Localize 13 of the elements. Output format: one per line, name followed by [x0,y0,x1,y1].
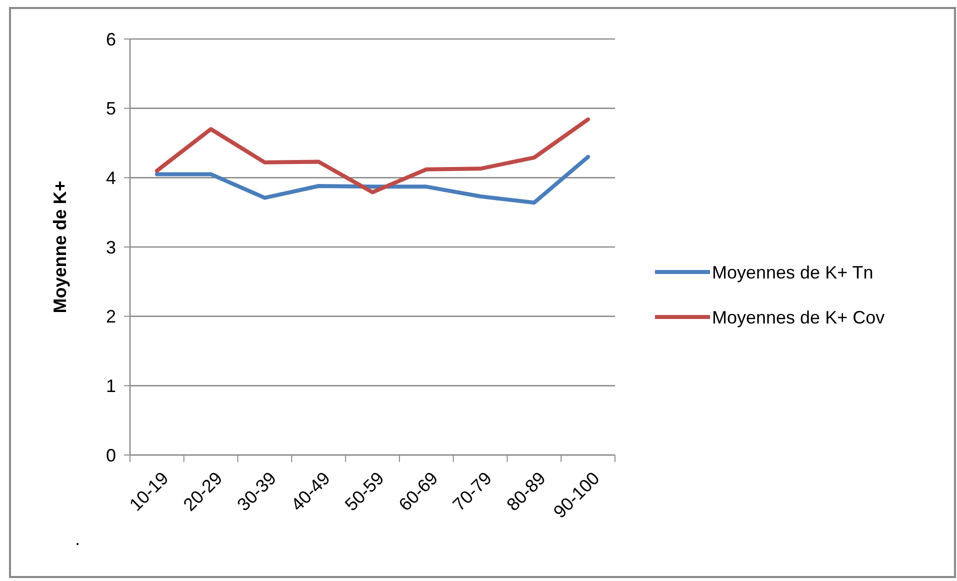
y-tick-label: 6 [106,29,116,50]
line-series [154,117,590,194]
y-tick-label: 1 [106,376,116,396]
legend-label: Moyennes de K+ Cov [712,307,885,328]
y-axis-title: Moyenne de K+ [50,180,70,314]
y-tick-label: 4 [106,168,116,188]
y-tick-label: 0 [106,445,116,466]
y-tick-label: 2 [106,306,116,327]
legend-label: Moyennes de K+ Tn [712,262,874,282]
y-tick-label: 5 [106,98,116,119]
y-tick-label: 3 [106,237,116,258]
text: . [75,529,80,549]
line-series [154,154,590,205]
